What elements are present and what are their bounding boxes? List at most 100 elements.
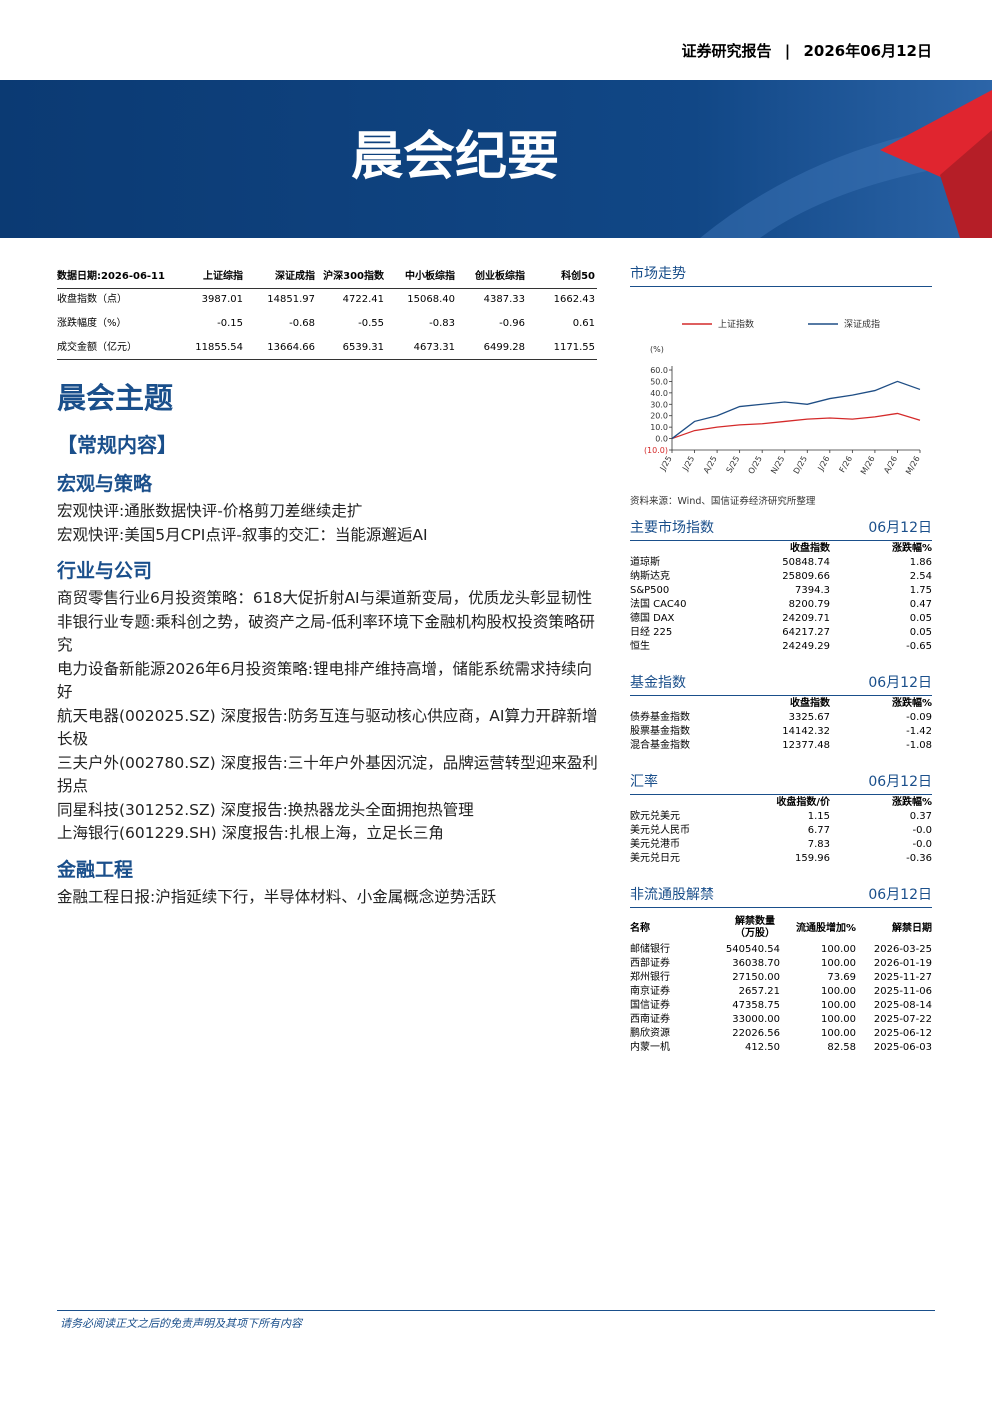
table-header: 流通股增加% [795, 923, 856, 934]
banner-bg [0, 80, 992, 238]
table-header: 上证综指 [203, 271, 243, 282]
item: 航天电器(002025.SZ) 深度报告:防务互连与驱动核心供应商，AI算力开辟… [57, 706, 598, 749]
table-cell: -0.55 [358, 318, 384, 329]
item: 宏观快评:美国5月CPI点评-叙事的交汇：当能源邂逅AI [57, 525, 428, 544]
x-tick-label: A/25 [702, 455, 719, 475]
table-header: 创业板综指 [475, 271, 525, 282]
y-tick-label: (10.0) [644, 446, 668, 455]
table-cell: 12377.48 [782, 740, 830, 751]
x-tick-label: J/25 [680, 455, 696, 474]
table-cell: 22026.56 [732, 1028, 780, 1039]
table-header: 解禁数量 （万股） [735, 916, 775, 939]
item: 商贸零售行业6月投资策略：618大促折射AI与渠道新变局，优质龙头彰显韧性 [57, 589, 593, 607]
series-line [671, 380, 921, 440]
table-cell: 西部证券 [630, 958, 670, 969]
table-cell: 成交金额（亿元） [57, 342, 137, 353]
table-header: 涨跌幅% [891, 797, 932, 808]
table-cell: 7394.3 [795, 585, 830, 596]
table-cell: 0.47 [909, 599, 932, 610]
table-cell: 4387.33 [483, 294, 525, 305]
section-date: 06月12日 [868, 517, 932, 537]
x-tick-label: D/25 [792, 455, 809, 476]
table-cell: 2025-11-27 [873, 972, 932, 983]
table-cell: 2657.21 [738, 986, 780, 997]
table-cell: 0.61 [572, 318, 595, 329]
section-head: 市场走势 [630, 263, 932, 287]
item: 金融工程日报:沪指延续下行，半导体材料、小金属概念逆势活跃 [57, 887, 497, 906]
report-date: 2026年06月12日 [803, 42, 933, 60]
section-title: 非流通股解禁 [630, 884, 714, 904]
table-cell: 涨跌幅度（%） [57, 318, 127, 329]
item-list: 金融工程日报:沪指延续下行，半导体材料、小金属概念逆势活跃 [57, 886, 605, 910]
table-cell: 1171.55 [553, 342, 595, 353]
banner: 晨会纪要 [0, 80, 992, 238]
table-cell: -0.83 [429, 318, 455, 329]
y-tick-label: 10.0 [650, 423, 668, 432]
themes: 晨会主题 【常规内容】 宏观与策略 宏观快评:通胀数据快评-价格剪刀差继续走扩 宏观… [57, 374, 605, 917]
table-cell: 100.00 [821, 986, 856, 997]
table-cell: 3325.67 [788, 712, 830, 723]
table-cell: 欧元兑美元 [630, 811, 680, 822]
table-cell: 36038.70 [732, 958, 780, 969]
table-cell: 159.96 [795, 853, 830, 864]
table-cell: 日经 225 [630, 627, 673, 638]
table-cell: -0.68 [289, 318, 315, 329]
table-cell: 4673.31 [413, 342, 455, 353]
table-cell: 内蒙一机 [630, 1042, 670, 1053]
table-cell: 西南证券 [630, 1014, 670, 1025]
table-cell: 13664.66 [267, 342, 315, 353]
market-table: 数据日期:2026-06-11 上证综指 深证成指 沪深300指数 中小板综指 创业板综指… [57, 264, 597, 360]
table-cell: 美元兑人民币 [630, 825, 690, 836]
table-cell: 股票基金指数 [630, 726, 690, 737]
table-header: 解禁日期 [892, 923, 932, 934]
item-list: 宏观快评:通胀数据快评-价格剪刀差继续走扩宏观快评:美国5月CPI点评-叙事的交… [57, 500, 605, 547]
table-header: 收盘指数/价 [776, 797, 830, 808]
table-cell: 法国 CAC40 [630, 599, 687, 610]
report-type: 证券研究报告 [681, 42, 772, 60]
table-cell: 国信证券 [630, 1000, 670, 1011]
table-cell: 25809.66 [782, 571, 830, 582]
table-cell: 6.77 [807, 825, 830, 836]
table-cell: 纳斯达克 [630, 571, 670, 582]
item: 宏观快评:通胀数据快评-价格剪刀差继续走扩 [57, 502, 363, 520]
table-cell: 道琼斯 [630, 557, 660, 568]
table-cell: 14142.32 [782, 726, 830, 737]
table-header: 涨跌幅% [891, 698, 932, 709]
table-cell: 2025-07-22 [873, 1014, 932, 1025]
table-cell: 1.75 [909, 585, 932, 596]
report-meta: 证券研究报告 | 2026年06月12日 [682, 40, 932, 61]
table-header: 深证成指 [275, 271, 315, 282]
section-date: 06月12日 [868, 771, 932, 791]
red-shape [940, 130, 992, 238]
table-cell: 南京证券 [630, 986, 670, 997]
x-tick-label: O/25 [747, 455, 764, 476]
section-title: 市场走势 [630, 263, 686, 283]
table-cell: 0.05 [909, 613, 932, 624]
rule [57, 288, 597, 289]
table-cell: 邮储银行 [630, 944, 670, 955]
y-tick-label: 30.0 [650, 400, 668, 409]
table-cell: 24249.29 [782, 641, 830, 652]
divider: | [784, 42, 791, 60]
table-cell: 2025-06-03 [873, 1042, 932, 1053]
table-cell: 6539.31 [342, 342, 384, 353]
y-tick-label: 40.0 [650, 389, 668, 398]
section-heading: 金融工程 [57, 858, 134, 881]
table-cell: -0.36 [906, 853, 932, 864]
footer: 请务必阅读正文之后的免责声明及其项下所有内容 [60, 1317, 302, 1330]
table-cell: 1662.43 [553, 294, 595, 305]
section-head: 基金指数 06月12日 [630, 672, 932, 696]
table-cell: 郑州银行 [630, 972, 670, 983]
table-cell: 混合基金指数 [630, 740, 690, 751]
table-cell: 50848.74 [782, 557, 830, 568]
x-tick-label: J/25 [658, 455, 674, 474]
table-cell: 100.00 [821, 1000, 856, 1011]
table-cell: 2.54 [909, 571, 932, 582]
sections: 宏观与策略 宏观快评:通胀数据快评-价格剪刀差继续走扩 宏观快评:美国5月CPI点评… [57, 468, 605, 909]
table-cell: S&P500 [630, 585, 670, 596]
x-tick-label: A/26 [882, 455, 899, 475]
table-cell: 鹏欣资源 [630, 1028, 670, 1039]
table-cell: 0.05 [909, 627, 932, 638]
page-title: 晨会纪要 [351, 127, 559, 187]
table-cell: -0.0 [912, 839, 932, 850]
